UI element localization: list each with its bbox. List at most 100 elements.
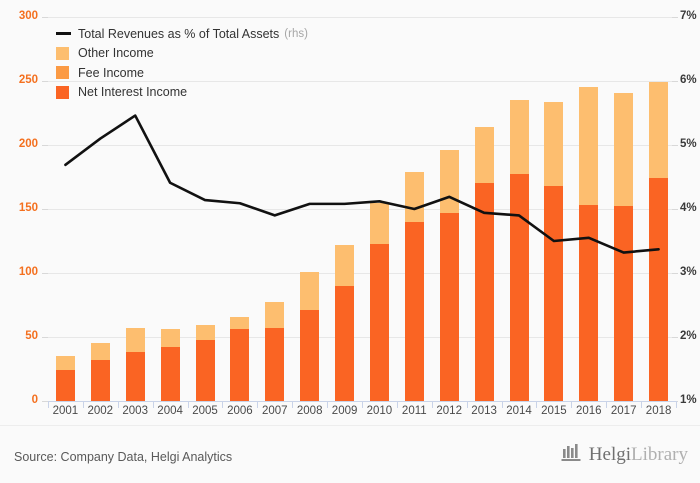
bar-segment[interactable] xyxy=(649,178,669,401)
legend-color-swatch xyxy=(56,46,69,60)
bar-segment[interactable] xyxy=(404,221,424,401)
x-axis-tick xyxy=(502,401,503,408)
bar-segment[interactable] xyxy=(369,243,389,401)
left-axis-tick-label: 150 xyxy=(18,202,38,214)
bar-segment[interactable] xyxy=(55,370,75,401)
bar-segment[interactable] xyxy=(230,329,250,401)
bar-segment[interactable] xyxy=(404,171,424,222)
x-axis-tick xyxy=(188,401,189,408)
legend-item[interactable]: Fee Income xyxy=(56,63,308,83)
x-axis-tick xyxy=(362,401,363,408)
helgi-library-logo[interactable]: HelgiLibrary xyxy=(561,443,688,467)
bar-stack[interactable] xyxy=(509,17,529,401)
legend-item[interactable]: Other Income xyxy=(56,44,308,64)
bar-segment[interactable] xyxy=(230,316,250,330)
bar-segment[interactable] xyxy=(125,328,145,353)
right-axis-tick-label: 2% xyxy=(680,330,697,342)
bar-stack[interactable] xyxy=(649,17,669,401)
plot-area xyxy=(48,17,676,401)
bar-segment[interactable] xyxy=(439,212,459,401)
x-axis-label: 2009 xyxy=(331,405,358,417)
x-axis-tick xyxy=(641,401,642,408)
bar-stack[interactable] xyxy=(614,17,634,401)
right-axis-tick xyxy=(672,145,678,146)
x-axis-tick xyxy=(153,401,154,408)
legend-color-swatch xyxy=(56,66,69,80)
bar-stack[interactable] xyxy=(335,17,355,401)
bar-segment[interactable] xyxy=(160,347,180,401)
left-axis-tick-label: 250 xyxy=(18,74,38,86)
right-axis-tick-label: 6% xyxy=(680,74,697,86)
bar-stack[interactable] xyxy=(125,17,145,401)
legend-color-swatch xyxy=(56,85,69,99)
left-axis-tick xyxy=(42,145,48,146)
legend-item[interactable]: Total Revenues as % of Total Assets (rhs) xyxy=(56,24,308,44)
legend-label: Total Revenues as % of Total Assets xyxy=(78,26,280,41)
x-axis-label: 2015 xyxy=(541,405,567,417)
bar-segment[interactable] xyxy=(474,183,494,401)
bar-segment[interactable] xyxy=(614,206,634,401)
bar-stack[interactable] xyxy=(230,17,250,401)
bar-stack[interactable] xyxy=(90,17,110,401)
left-axis-tick xyxy=(42,401,48,402)
gridline xyxy=(48,273,676,274)
x-axis-tick xyxy=(467,401,468,408)
bar-stack[interactable] xyxy=(55,17,75,401)
bar-segment[interactable] xyxy=(335,244,355,286)
bar-segment[interactable] xyxy=(544,101,564,186)
left-axis-tick-label: 100 xyxy=(18,266,38,278)
bar-segment[interactable] xyxy=(509,174,529,401)
x-axis-tick xyxy=(222,401,223,408)
right-axis-tick xyxy=(672,81,678,82)
bar-segment[interactable] xyxy=(335,285,355,401)
bar-segment[interactable] xyxy=(90,360,110,401)
right-axis-tick-label: 3% xyxy=(680,266,697,278)
bar-segment[interactable] xyxy=(300,310,320,401)
right-axis-tick-label: 5% xyxy=(680,138,697,150)
bar-stack[interactable] xyxy=(160,17,180,401)
x-axis-tick xyxy=(257,401,258,408)
bar-stack[interactable] xyxy=(404,17,424,401)
bar-stack[interactable] xyxy=(369,17,389,401)
legend-label: Fee Income xyxy=(78,65,145,80)
x-axis-label: 2003 xyxy=(122,405,148,417)
legend-label: Other Income xyxy=(78,46,154,61)
x-axis-tick xyxy=(48,401,49,408)
bar-segment[interactable] xyxy=(55,356,75,371)
bar-segment[interactable] xyxy=(265,328,285,401)
left-axis-tick xyxy=(42,337,48,338)
bar-segment[interactable] xyxy=(579,87,599,206)
logo-text: HelgiLibrary xyxy=(589,444,688,466)
bar-segment[interactable] xyxy=(649,82,669,179)
gridline xyxy=(48,145,676,146)
bar-stack[interactable] xyxy=(474,17,494,401)
x-axis-label: 2016 xyxy=(576,405,602,417)
x-axis-label: 2005 xyxy=(192,405,218,417)
bar-segment[interactable] xyxy=(300,271,320,311)
right-axis-tick xyxy=(672,273,678,274)
bar-segment[interactable] xyxy=(369,202,389,244)
bar-segment[interactable] xyxy=(509,100,529,175)
bar-stack[interactable] xyxy=(265,17,285,401)
bar-segment[interactable] xyxy=(90,343,110,361)
bar-stack[interactable] xyxy=(195,17,215,401)
footer-divider xyxy=(0,425,700,426)
chart-legend: Total Revenues as % of Total Assets (rhs)… xyxy=(56,24,308,102)
legend-item[interactable]: Net Interest Income xyxy=(56,83,308,103)
bar-segment[interactable] xyxy=(195,325,215,340)
bar-stack[interactable] xyxy=(579,17,599,401)
bar-segment[interactable] xyxy=(614,92,634,207)
bar-segment[interactable] xyxy=(125,352,145,401)
left-axis-tick-label: 200 xyxy=(18,138,38,150)
gridline xyxy=(48,337,676,338)
bar-segment[interactable] xyxy=(195,339,215,401)
x-axis-label: 2012 xyxy=(436,405,462,417)
bar-segment[interactable] xyxy=(265,302,285,329)
bar-segment[interactable] xyxy=(160,329,180,348)
left-axis-tick xyxy=(42,209,48,210)
bar-segment[interactable] xyxy=(579,205,599,401)
bar-stack[interactable] xyxy=(300,17,320,401)
right-axis-tick-label: 1% xyxy=(680,394,697,406)
bar-segment[interactable] xyxy=(474,127,494,184)
